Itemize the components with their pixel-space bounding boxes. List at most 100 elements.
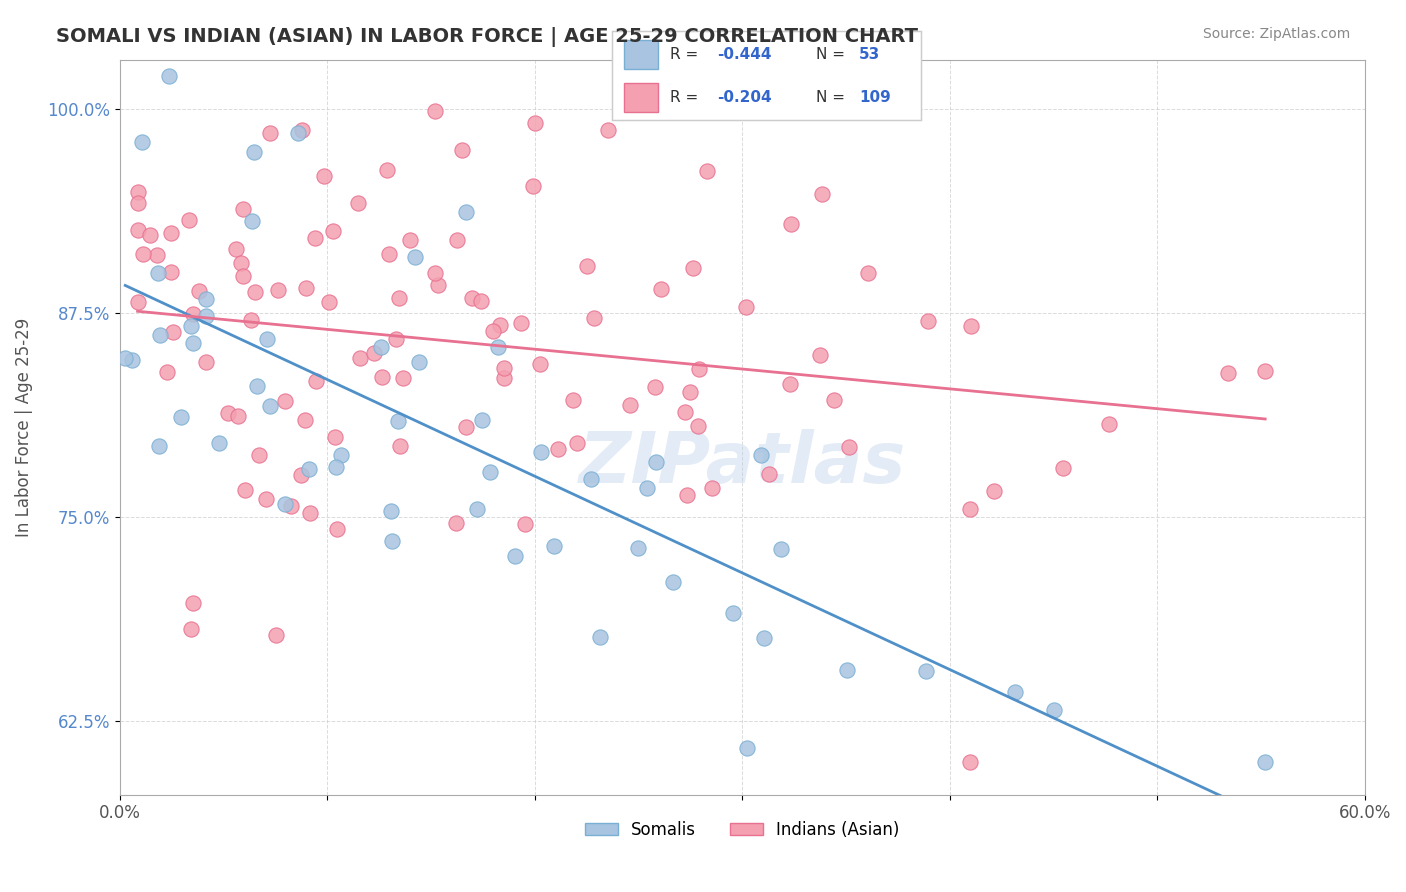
Text: ZIPatlas: ZIPatlas [578, 429, 905, 499]
Point [187, 285, 209, 299]
Point [619, 398, 641, 412]
Point [627, 541, 650, 555]
Point [347, 196, 370, 211]
Point [686, 418, 709, 433]
Point [662, 574, 685, 589]
Text: N =: N = [815, 90, 849, 104]
Point [131, 135, 153, 149]
Point [1254, 364, 1277, 378]
Point [460, 291, 482, 305]
Point [298, 462, 321, 476]
Point [232, 202, 254, 216]
Point [326, 522, 349, 536]
Text: -0.444: -0.444 [717, 47, 772, 62]
Point [529, 357, 551, 371]
Point [225, 242, 247, 256]
Point [589, 630, 612, 644]
Point [207, 435, 229, 450]
Point [486, 340, 509, 354]
Point [779, 217, 801, 231]
Point [391, 371, 413, 385]
Point [811, 187, 834, 202]
Point [127, 223, 149, 237]
Point [456, 420, 478, 434]
Point [914, 664, 936, 678]
Point [375, 162, 398, 177]
Point [702, 481, 724, 495]
Point [567, 436, 589, 450]
Point [181, 335, 204, 350]
Point [181, 307, 204, 321]
Text: Source: ZipAtlas.com: Source: ZipAtlas.com [1202, 27, 1350, 41]
Point [515, 516, 537, 531]
Point [148, 266, 170, 280]
Point [181, 596, 204, 610]
Point [769, 542, 792, 557]
Point [636, 481, 658, 495]
Bar [624, 40, 658, 69]
Point [380, 504, 402, 518]
Point [329, 448, 352, 462]
Point [721, 606, 744, 620]
Point [451, 144, 474, 158]
Bar [624, 83, 658, 112]
Point [264, 627, 287, 641]
Point [259, 126, 281, 140]
Text: N =: N = [815, 47, 849, 62]
Point [114, 351, 136, 365]
Point [959, 755, 981, 769]
Text: 109: 109 [859, 90, 891, 104]
Point [290, 467, 312, 482]
Point [673, 405, 696, 419]
Point [494, 360, 516, 375]
Point [325, 460, 347, 475]
Point [1004, 685, 1026, 699]
Point [734, 300, 756, 314]
Point [837, 440, 859, 454]
Point [349, 351, 371, 365]
Point [810, 348, 832, 362]
Point [530, 444, 553, 458]
Point [959, 502, 981, 516]
Point [427, 277, 450, 292]
Point [576, 259, 599, 273]
Point [180, 318, 202, 333]
Point [749, 448, 772, 462]
Point [304, 374, 326, 388]
Point [131, 247, 153, 261]
Text: R =: R = [671, 47, 703, 62]
Point [295, 281, 318, 295]
Point [146, 248, 169, 262]
Point [363, 345, 385, 359]
Point [240, 213, 263, 227]
Point [387, 414, 409, 428]
Point [233, 483, 256, 498]
Text: SOMALI VS INDIAN (ASIAN) IN LABOR FORCE | AGE 25-29 CORRELATION CHART: SOMALI VS INDIAN (ASIAN) IN LABOR FORCE … [56, 27, 918, 46]
Point [226, 409, 249, 424]
Point [423, 104, 446, 119]
Point [696, 163, 718, 178]
Point [482, 324, 505, 338]
Text: -0.204: -0.204 [717, 90, 772, 104]
Point [983, 484, 1005, 499]
Point [249, 448, 271, 462]
Point [1216, 366, 1239, 380]
Point [470, 294, 492, 309]
Point [503, 549, 526, 563]
Point [194, 293, 217, 307]
Point [682, 261, 704, 276]
Point [287, 126, 309, 140]
Point [245, 285, 267, 299]
Point [149, 327, 172, 342]
Point [543, 539, 565, 553]
Text: R =: R = [671, 90, 703, 104]
Point [823, 392, 845, 407]
Point [371, 370, 394, 384]
Point [314, 169, 336, 183]
Point [325, 430, 347, 444]
Point [274, 497, 297, 511]
Point [917, 314, 939, 328]
Point [1043, 703, 1066, 717]
Point [779, 377, 801, 392]
Point [837, 664, 859, 678]
